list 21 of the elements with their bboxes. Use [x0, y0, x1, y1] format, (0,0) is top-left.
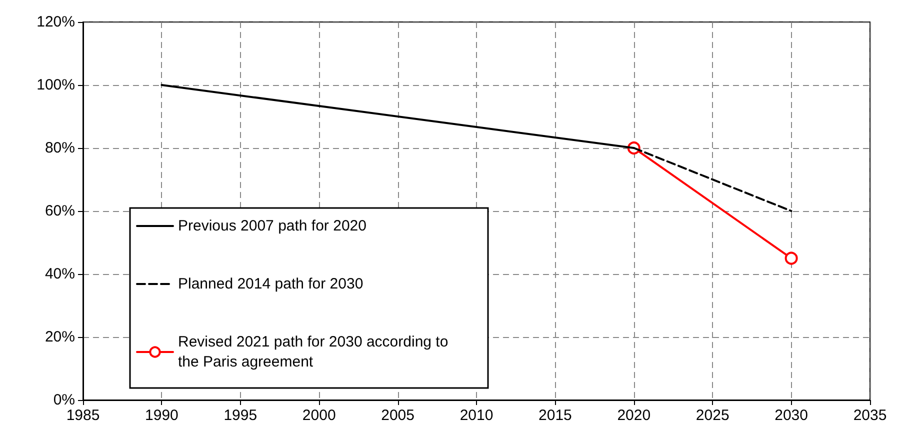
y-tick-label: 40% — [44, 266, 75, 282]
x-tick-label: 2005 — [381, 407, 414, 424]
y-tick-label: 100% — [36, 76, 75, 94]
x-tick-label: 2020 — [617, 407, 651, 424]
x-tick-label: 1995 — [224, 407, 258, 424]
legend-label: Previous 2007 path for 2020 — [178, 218, 366, 234]
x-tick-label: 2010 — [460, 407, 494, 424]
legend-label: Planned 2014 path for 2030 — [178, 276, 364, 292]
y-tick-label: 0% — [53, 392, 75, 408]
y-tick-label: 120% — [36, 14, 75, 30]
x-tick-label: 2015 — [538, 407, 572, 424]
y-tick-label: 20% — [44, 328, 75, 346]
x-tick-label: 2025 — [696, 407, 730, 424]
y-tick-label: 80% — [44, 140, 75, 156]
x-tick-label: 1985 — [66, 407, 100, 424]
legend-label: Revised 2021 path for 2030 according to the Paris agreement — [178, 334, 452, 370]
x-tick-label: 2000 — [302, 407, 336, 424]
x-tick-label: 1990 — [145, 407, 178, 424]
x-tick-label: 2035 — [853, 407, 887, 424]
x-tick-label: 2030 — [774, 407, 808, 424]
y-tick-label: 60% — [44, 202, 75, 220]
